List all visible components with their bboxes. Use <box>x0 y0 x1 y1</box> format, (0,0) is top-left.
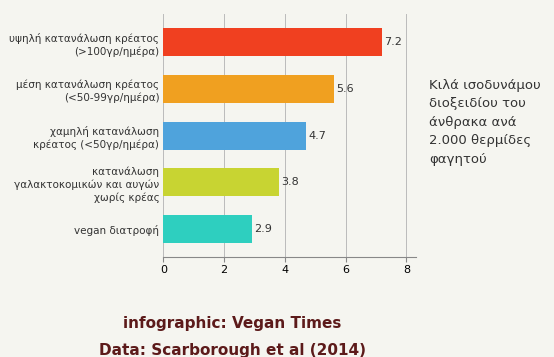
Text: 4.7: 4.7 <box>309 131 326 141</box>
Bar <box>163 215 252 243</box>
Text: 3.8: 3.8 <box>281 177 299 187</box>
Text: 5.6: 5.6 <box>336 84 353 94</box>
Text: 2.9: 2.9 <box>254 224 272 234</box>
Text: Data: Scarborough et al (2014): Data: Scarborough et al (2014) <box>99 343 366 357</box>
Bar <box>163 28 382 56</box>
Text: infographic: Vegan Times: infographic: Vegan Times <box>124 316 342 331</box>
Bar <box>163 75 334 103</box>
Text: Κιλά ισοδυνάμου
διοξειδίου του
άνθρακα ανά
2.000 θερμίδες
φαγητού: Κιλά ισοδυνάμου διοξειδίου του άνθρακα α… <box>429 79 541 166</box>
Text: 7.2: 7.2 <box>384 37 402 47</box>
Bar <box>163 122 306 150</box>
Bar <box>163 169 279 196</box>
